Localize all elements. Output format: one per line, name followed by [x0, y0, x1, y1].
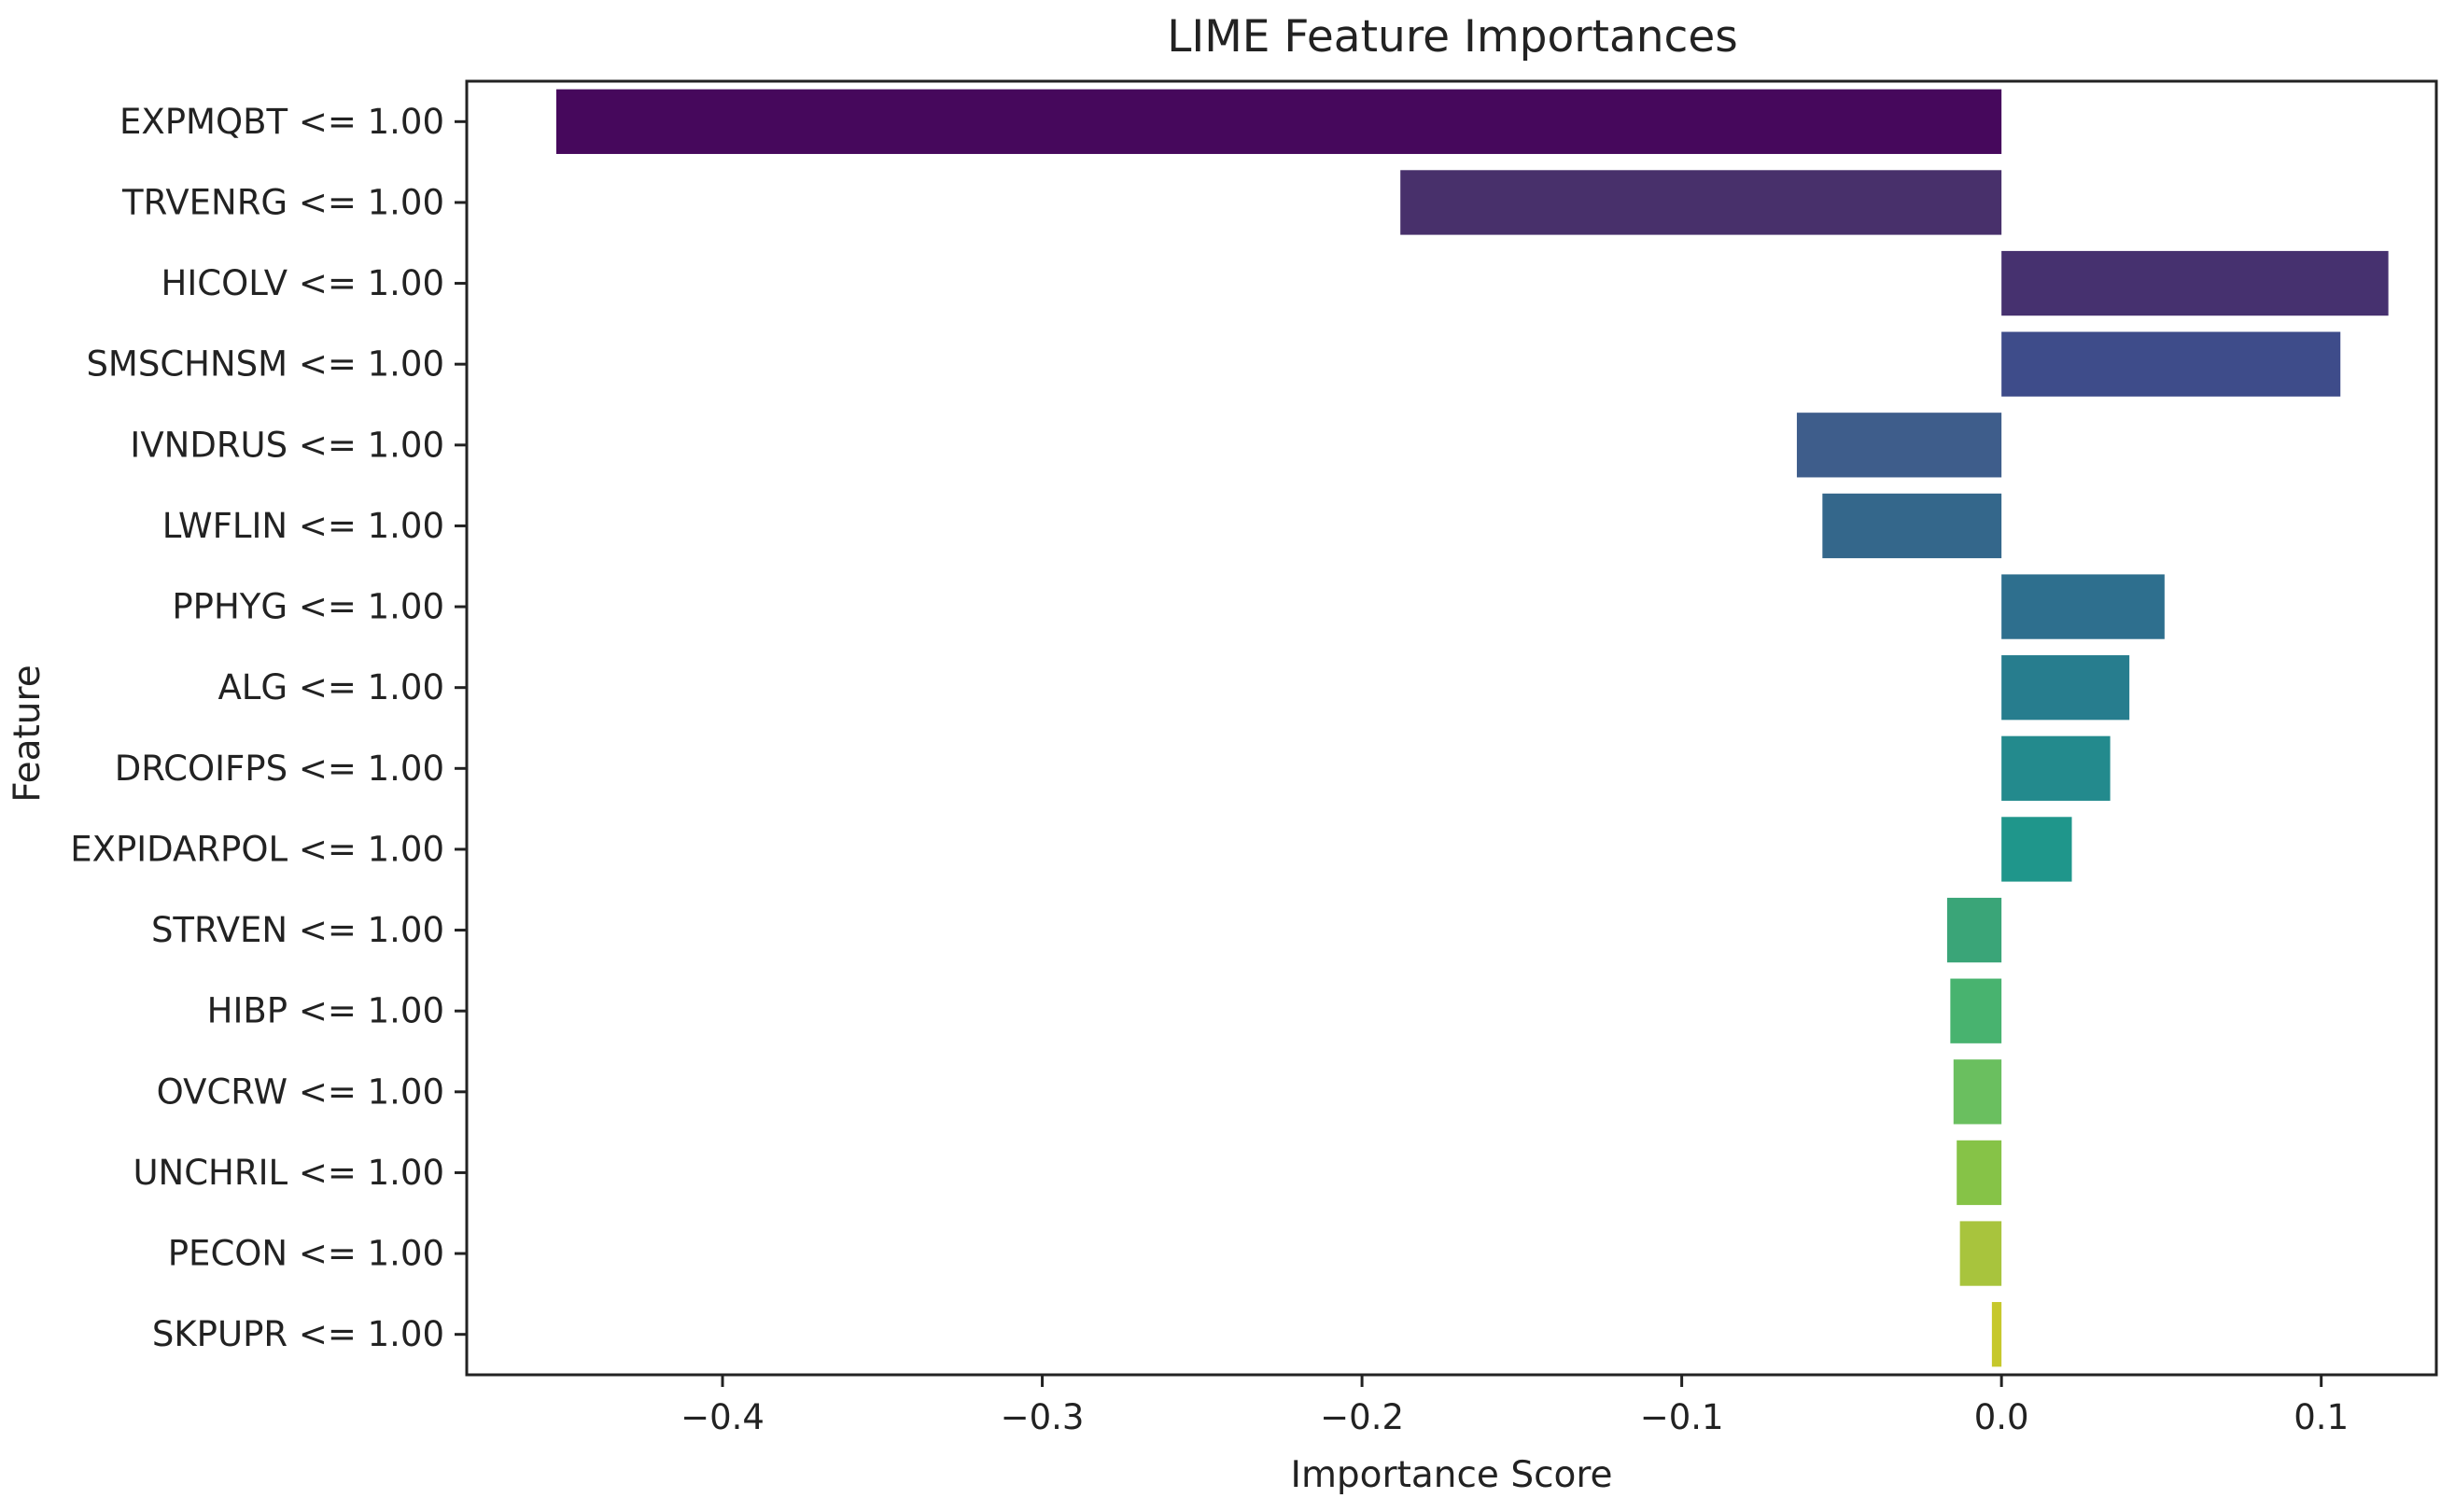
x-tick-label: −0.2	[1320, 1397, 1404, 1437]
y-tick-label: EXPIDARPOL <= 1.00	[70, 829, 444, 869]
x-tick-label: −0.4	[680, 1397, 765, 1437]
plot-frame	[465, 79, 2438, 1377]
y-axis: EXPMQBT <= 1.00 TRVENRG <= 1.00 HICOLV <= …	[70, 102, 467, 1354]
bar-8	[2001, 735, 2111, 801]
bar-0	[555, 89, 2002, 154]
y-tick-label: OVCRW <= 1.00	[157, 1071, 444, 1112]
y-tick-label: SKPUPR <= 1.00	[152, 1314, 444, 1354]
bar-2	[2001, 250, 2389, 316]
y-tick-label: PPHYG <= 1.00	[172, 587, 444, 627]
y-tick-label: HICOLV <= 1.00	[161, 263, 444, 303]
x-tick-label: 0.1	[2294, 1397, 2349, 1437]
bar-10	[1946, 897, 2002, 963]
y-tick-label: STRVEN <= 1.00	[151, 910, 444, 950]
bar-7	[2001, 655, 2130, 721]
bar-11	[1950, 978, 2002, 1043]
y-tick-label: LWFLIN <= 1.00	[162, 506, 444, 546]
y-axis-label: Feature	[7, 665, 49, 802]
x-axis: −0.4 −0.3 −0.2 −0.1 0.0 0.1	[680, 1375, 2349, 1437]
bar-1	[1400, 170, 2002, 235]
y-tick-label: DRCOIFPS <= 1.00	[115, 749, 444, 789]
x-axis-label: Importance Score	[1290, 1454, 1612, 1496]
y-tick-label: IVNDRUS <= 1.00	[130, 425, 444, 465]
y-tick-label: HIBP <= 1.00	[207, 991, 444, 1031]
bar-3	[2001, 331, 2341, 397]
bar-14	[1959, 1221, 2002, 1286]
x-tick-label: −0.3	[1001, 1397, 1085, 1437]
y-tick-label: EXPMQBT <= 1.00	[119, 102, 444, 142]
bar-4	[1796, 413, 2002, 478]
x-tick-label: 0.0	[1974, 1397, 2029, 1437]
bar-6	[2001, 574, 2165, 639]
y-tick-label: SMSCHNSM <= 1.00	[86, 344, 444, 385]
y-tick-label: UNCHRIL <= 1.00	[133, 1153, 444, 1193]
bar-15	[1991, 1302, 2002, 1367]
bar-13	[1957, 1140, 2002, 1206]
y-tick-label: PECON <= 1.00	[168, 1234, 444, 1274]
y-tick-label: TRVENRG <= 1.00	[121, 182, 444, 222]
x-tick-label: −0.1	[1640, 1397, 1724, 1437]
bar-5	[1822, 493, 2002, 559]
y-tick-label: ALG <= 1.00	[217, 667, 444, 707]
bar-9	[2001, 817, 2072, 882]
bars-group	[555, 89, 2389, 1367]
chart-title: LIME Feature Importances	[1167, 11, 1738, 63]
bar-12	[1953, 1059, 2002, 1125]
